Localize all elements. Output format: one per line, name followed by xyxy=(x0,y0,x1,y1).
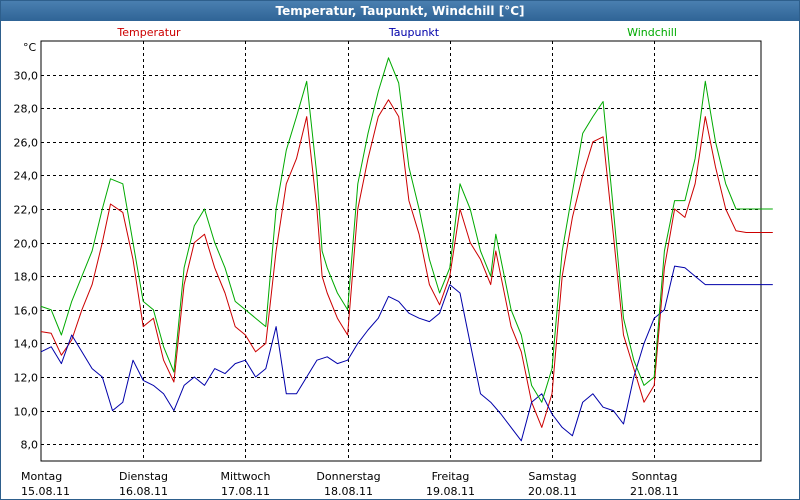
x-tick-date: 15.08.11 xyxy=(21,485,70,498)
legend-temperatur: Temperatur xyxy=(116,26,181,39)
legend-windchill: Windchill xyxy=(627,26,677,39)
y-tick-label: 16,0 xyxy=(14,305,39,318)
x-tick-weekday: Mittwoch xyxy=(221,470,271,483)
y-tick-label: 24,0 xyxy=(14,170,39,183)
x-tick-date: 18.08.11 xyxy=(324,485,373,498)
y-tick-label: 22,0 xyxy=(14,204,39,217)
y-tick-label: 18,0 xyxy=(14,271,39,284)
x-tick-weekday: Freitag xyxy=(432,470,470,483)
y-tick-label: 12,0 xyxy=(14,372,39,385)
x-tick-weekday: Dienstag xyxy=(119,470,168,483)
legend-taupunkt: Taupunkt xyxy=(388,26,440,39)
series-line-windchill xyxy=(40,57,773,403)
x-tick-date: 19.08.11 xyxy=(426,485,475,498)
y-tick-label: 8,0 xyxy=(21,439,39,452)
y-tick-label: 28,0 xyxy=(14,103,39,116)
series-line-taupunkt xyxy=(40,265,773,442)
x-tick-date: 17.08.11 xyxy=(221,485,270,498)
y-tick-label: 30,0 xyxy=(14,70,39,83)
chart-title: Temperatur, Taupunkt, Windchill [°C] xyxy=(1,1,799,21)
x-tick-date: 20.08.11 xyxy=(528,485,577,498)
y-tick-label: 20,0 xyxy=(14,238,39,251)
x-tick-date: 16.08.11 xyxy=(119,485,168,498)
x-tick-date: 21.08.11 xyxy=(630,485,679,498)
x-tick-weekday: Donnerstag xyxy=(316,470,380,483)
y-tick-label: 26,0 xyxy=(14,137,39,150)
x-tick-weekday: Montag xyxy=(21,470,62,483)
series-line-temperatur xyxy=(40,99,773,428)
x-tick-weekday: Sonntag xyxy=(632,470,678,483)
x-tick-weekday: Samstag xyxy=(528,470,576,483)
y-tick-label: 10,0 xyxy=(14,406,39,419)
y-tick-label: 14,0 xyxy=(14,338,39,351)
y-axis-unit: °C xyxy=(23,41,37,54)
